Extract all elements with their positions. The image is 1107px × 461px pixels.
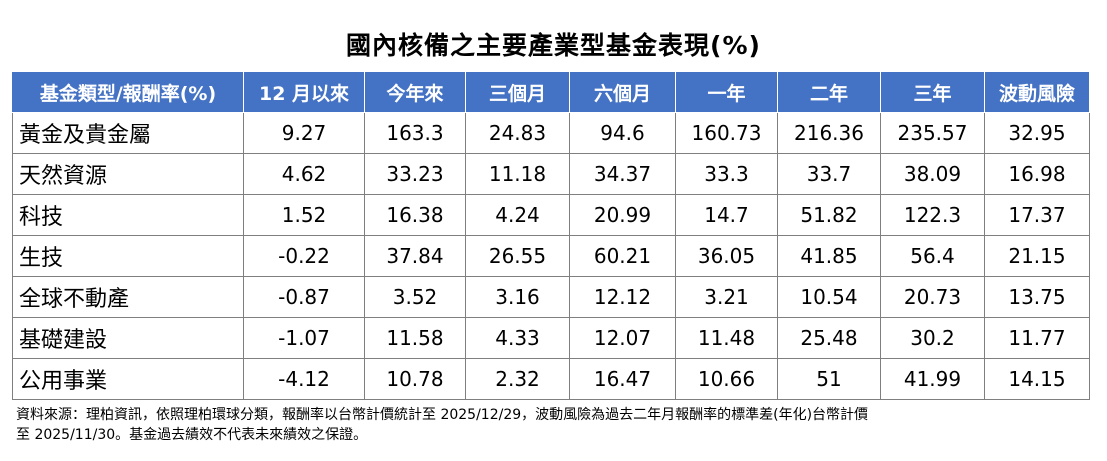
table-cell: 3.52	[364, 276, 466, 318]
table-cell: 16.38	[364, 194, 466, 236]
fund-type-cell: 全球不動產	[12, 276, 244, 318]
source-note: 資料來源：理柏資訊，依照理柏環球分類，報酬率以台幣計價統計至 2025/12/2…	[16, 405, 1091, 445]
header-six-months: 六個月	[569, 71, 676, 113]
table-cell: 30.2	[880, 317, 985, 359]
header-fund-type: 基金類型/報酬率(%)	[12, 71, 244, 113]
table-row: 黃金及貴金屬 9.27 163.3 24.83 94.6 160.73 216.…	[12, 112, 1090, 154]
table-cell: 2.32	[465, 358, 570, 400]
table-cell: 10.54	[777, 276, 881, 318]
table-cell: -1.07	[243, 317, 365, 359]
table-cell: 216.36	[777, 112, 881, 154]
table-cell: 235.57	[880, 112, 985, 154]
table-cell: 33.3	[675, 153, 778, 195]
table-cell: 51.82	[777, 194, 881, 236]
table-cell: 16.47	[569, 358, 676, 400]
header-three-years: 三年	[880, 71, 985, 113]
table-cell: 3.21	[675, 276, 778, 318]
table-cell: 9.27	[243, 112, 365, 154]
table-cell: 20.73	[880, 276, 985, 318]
table-cell: 38.09	[880, 153, 985, 195]
table-cell: 25.48	[777, 317, 881, 359]
table-cell: 11.77	[984, 317, 1090, 359]
table-cell: 33.7	[777, 153, 881, 195]
table-cell: 41.85	[777, 235, 881, 277]
table-cell: 26.55	[465, 235, 570, 277]
table-cell: 94.6	[569, 112, 676, 154]
table-cell: 11.48	[675, 317, 778, 359]
table-cell: 24.83	[465, 112, 570, 154]
header-since-december: 12 月以來	[243, 71, 365, 113]
header-ytd: 今年來	[364, 71, 466, 113]
table-row: 全球不動產 -0.87 3.52 3.16 12.12 3.21 10.54 2…	[12, 276, 1090, 318]
table-cell: 17.37	[984, 194, 1090, 236]
table-cell: 10.78	[364, 358, 466, 400]
table-cell: 16.98	[984, 153, 1090, 195]
fund-type-cell: 公用事業	[12, 358, 244, 400]
table-cell: 4.33	[465, 317, 570, 359]
table-header-row: 基金類型/報酬率(%) 12 月以來 今年來 三個月 六個月 一年 二年 三年 …	[12, 71, 1090, 113]
table-row: 公用事業 -4.12 10.78 2.32 16.47 10.66 51 41.…	[12, 358, 1090, 400]
table-cell: 1.52	[243, 194, 365, 236]
table-cell: 56.4	[880, 235, 985, 277]
table-cell: 4.62	[243, 153, 365, 195]
fund-type-cell: 基礎建設	[12, 317, 244, 359]
table-cell: 160.73	[675, 112, 778, 154]
table-cell: 4.24	[465, 194, 570, 236]
table-cell: 51	[777, 358, 881, 400]
source-note-line-1: 資料來源：理柏資訊，依照理柏環球分類，報酬率以台幣計價統計至 2025/12/2…	[16, 407, 869, 423]
header-three-months: 三個月	[465, 71, 570, 113]
fund-type-cell: 科技	[12, 194, 244, 236]
fund-type-cell: 生技	[12, 235, 244, 277]
table-cell: 13.75	[984, 276, 1090, 318]
header-two-years: 二年	[777, 71, 881, 113]
fund-performance-table: 基金類型/報酬率(%) 12 月以來 今年來 三個月 六個月 一年 二年 三年 …	[12, 71, 1090, 400]
table-cell: 11.58	[364, 317, 466, 359]
table-cell: 41.99	[880, 358, 985, 400]
header-one-year: 一年	[675, 71, 778, 113]
table-cell: 14.15	[984, 358, 1090, 400]
table-cell: 12.07	[569, 317, 676, 359]
table-cell: 12.12	[569, 276, 676, 318]
table-cell: 37.84	[364, 235, 466, 277]
table-cell: 122.3	[880, 194, 985, 236]
table-cell: 32.95	[984, 112, 1090, 154]
table-cell: 14.7	[675, 194, 778, 236]
table-cell: 33.23	[364, 153, 466, 195]
table-cell: 3.16	[465, 276, 570, 318]
table-row: 天然資源 4.62 33.23 11.18 34.37 33.3 33.7 38…	[12, 153, 1090, 195]
table-cell: 163.3	[364, 112, 466, 154]
fund-type-cell: 黃金及貴金屬	[12, 112, 244, 154]
table-row: 生技 -0.22 37.84 26.55 60.21 36.05 41.85 5…	[12, 235, 1090, 277]
page-title: 國內核備之主要產業型基金表現(%)	[346, 31, 761, 60]
table-cell: -4.12	[243, 358, 365, 400]
table-row: 基礎建設 -1.07 11.58 4.33 12.07 11.48 25.48 …	[12, 317, 1090, 359]
table-cell: 10.66	[675, 358, 778, 400]
table-cell: 34.37	[569, 153, 676, 195]
table-cell: -0.87	[243, 276, 365, 318]
table-cell: 36.05	[675, 235, 778, 277]
table-cell: 60.21	[569, 235, 676, 277]
table-cell: 21.15	[984, 235, 1090, 277]
table-row: 科技 1.52 16.38 4.24 20.99 14.7 51.82 122.…	[12, 194, 1090, 236]
source-note-line-2: 至 2025/11/30。基金過去績效不代表未來績效之保證。	[16, 427, 368, 443]
fund-type-cell: 天然資源	[12, 153, 244, 195]
header-volatility: 波動風險	[984, 71, 1090, 113]
table-cell: 11.18	[465, 153, 570, 195]
table-cell: -0.22	[243, 235, 365, 277]
table-cell: 20.99	[569, 194, 676, 236]
